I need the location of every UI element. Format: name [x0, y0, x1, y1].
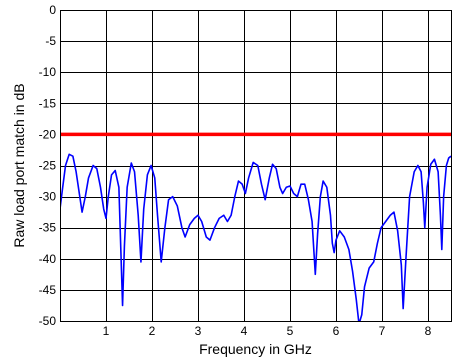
- y-tick-label: -50: [39, 314, 57, 328]
- y-tick-label: -30: [39, 190, 57, 204]
- series-layer: [60, 132, 451, 321]
- y-tick-label: -20: [39, 127, 57, 141]
- x-tick-label: 3: [195, 324, 202, 338]
- y-tick-label: -15: [39, 96, 57, 110]
- x-tick-label: 1: [103, 324, 110, 338]
- series-line-measured: [60, 153, 451, 321]
- x-tick-label: 4: [241, 324, 248, 338]
- y-tick-label: -25: [39, 159, 57, 173]
- y-tick-label: -35: [39, 221, 57, 235]
- x-tick-label: 6: [333, 324, 340, 338]
- y-axis-title: Raw load port match in dB: [11, 83, 27, 247]
- y-tick-label: 0: [49, 3, 56, 17]
- plot-frame: [60, 10, 452, 322]
- y-tick-label: -40: [39, 252, 57, 266]
- y-tick-label: -45: [39, 283, 57, 297]
- x-tick-label: 2: [149, 324, 156, 338]
- y-tick-label: -10: [39, 65, 57, 79]
- x-tick-label: 7: [379, 324, 386, 338]
- x-axis-title: Frequency in GHz: [199, 341, 312, 357]
- x-tick-label: 5: [287, 324, 294, 338]
- tick-labels: 1 2 3 4 5 6 7 8 0 -5 -10 -15 -20 -25 -30 -35 -40 -45 -50: [39, 3, 432, 338]
- y-tick-label: -5: [45, 34, 56, 48]
- x-tick-label: 8: [425, 324, 432, 338]
